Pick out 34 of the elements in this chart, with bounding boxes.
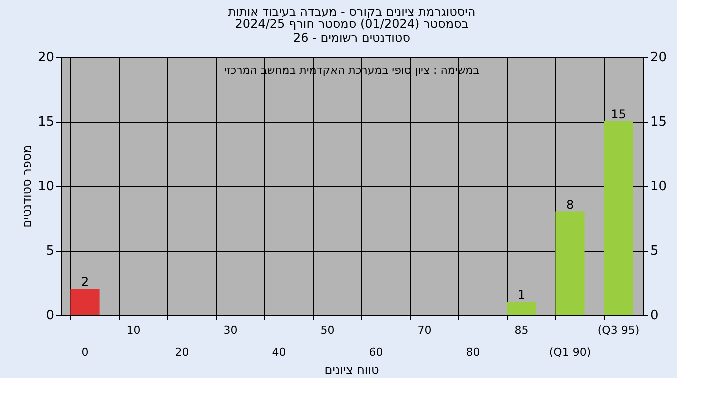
x-tick-label: 10: [126, 324, 141, 337]
y2-tick-label: 5: [650, 244, 659, 259]
chart-subtitle: בסמסטר (01/2024) סמסטר חורף 2024/25 סטודנטים רשומים - 26: [235, 17, 469, 45]
y-tick-label: 20: [38, 50, 54, 66]
data-label: 1: [518, 288, 526, 302]
y2-tick-label: 20: [650, 50, 668, 66]
x-tick-label: 85: [514, 324, 529, 337]
bar: [70, 289, 100, 315]
x-tick-label: 40: [272, 346, 286, 359]
x-tick-label: 80: [466, 346, 480, 359]
y2-tick-label: 0: [650, 308, 659, 324]
bar: [556, 212, 585, 315]
y-axis-title: מספר סטודנטים: [20, 145, 34, 228]
data-label: 8: [566, 198, 574, 212]
y-tick-label: 10: [38, 180, 54, 194]
x-tick-label: 70: [418, 324, 432, 337]
y-tick-label: 5: [46, 244, 54, 259]
x-tick-label: 50: [320, 324, 335, 337]
x-tick-label: (Q1 90): [549, 346, 592, 359]
x-tick-label: (Q3 95): [598, 324, 640, 337]
x-tick-label: 30: [224, 324, 238, 337]
y-tick-label: 0: [46, 308, 54, 324]
chart-title: היסטוגרמת ציונים בקורס - מעבדה בעיבוד אותות: [228, 5, 476, 19]
x-axis-title: טווח ציונים: [324, 363, 380, 377]
x-tick-label: 20: [175, 346, 190, 359]
bar: [604, 122, 634, 315]
data-label: 15: [611, 108, 626, 122]
bar: [507, 302, 536, 315]
data-label: 2: [81, 275, 90, 290]
y2-tick-label: 10: [650, 180, 668, 194]
y2-tick-label: 15: [650, 115, 668, 130]
x-tick-label: 60: [369, 346, 384, 359]
y-tick-label: 15: [38, 115, 54, 130]
x-tick-label: 0: [82, 346, 89, 359]
